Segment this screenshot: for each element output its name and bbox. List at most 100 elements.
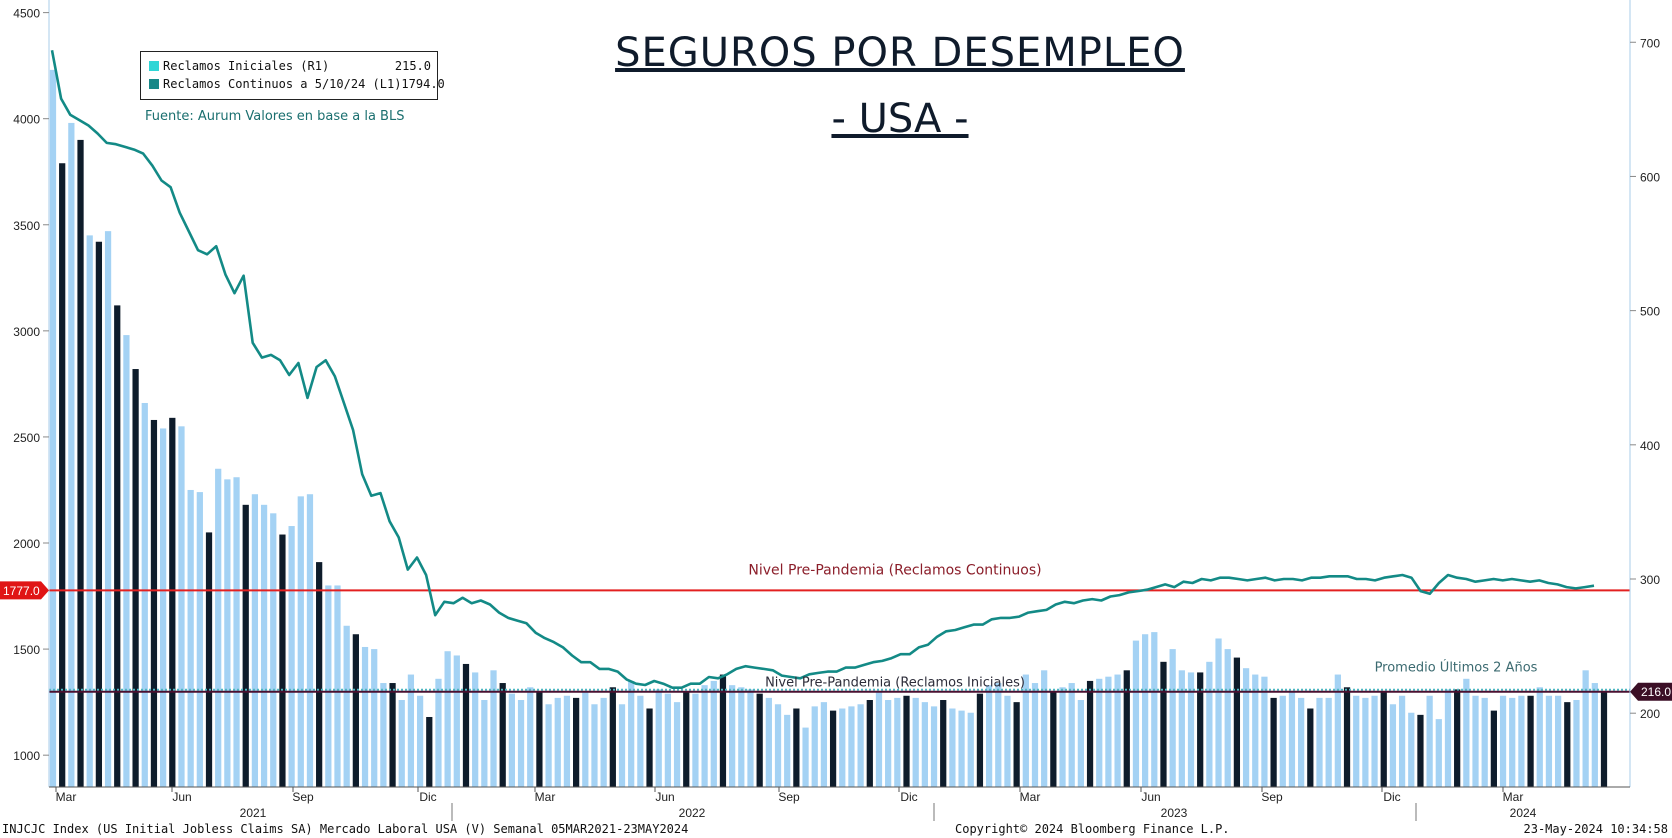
- bar-continuing-claims: [1086, 680, 1094, 787]
- label-prepandemic-continuing: Nivel Pre-Pandemia (Reclamos Continuos): [748, 562, 1041, 578]
- left-value-flag: 1777.0: [0, 581, 49, 600]
- bar-continuing-claims: [664, 693, 672, 787]
- bar-continuing-claims: [637, 695, 644, 787]
- bar-continuing-claims: [1472, 695, 1479, 787]
- bar-continuing-claims: [701, 685, 708, 787]
- bar-continuing-claims: [1233, 657, 1241, 787]
- bar-continuing-claims: [903, 695, 910, 787]
- x-month-label: Sep: [292, 790, 314, 804]
- bar-continuing-claims: [288, 526, 295, 787]
- bar-continuing-claims: [1031, 683, 1039, 787]
- bar-continuing-claims: [1518, 695, 1525, 787]
- bar-continuing-claims: [86, 235, 93, 787]
- bar-continuing-claims: [967, 712, 974, 787]
- bar-continuing-claims: [361, 646, 369, 787]
- label-prepandemic-initial: Nivel Pre-Pandemia (Reclamos Iniciales): [765, 676, 1025, 691]
- bar-continuing-claims: [215, 468, 222, 787]
- bar-continuing-claims: [416, 695, 424, 787]
- right-tick-label: 500: [1640, 305, 1660, 319]
- left-tick-label: 3500: [13, 219, 40, 233]
- bar-continuing-claims: [1362, 697, 1369, 787]
- bar-continuing-claims: [1499, 695, 1507, 787]
- initial-claims-line: [50, 50, 1595, 689]
- bar-continuing-claims: [820, 702, 828, 787]
- left-tick-label: 3000: [13, 325, 40, 339]
- bar-continuing-claims: [1114, 674, 1121, 787]
- bar-continuing-claims: [426, 716, 433, 787]
- source-note: Fuente: Aurum Valores en base a la BLS: [145, 109, 405, 124]
- right-tick-label: 200: [1640, 707, 1660, 721]
- chart-subtitle: - USA -: [831, 96, 969, 142]
- bar-continuing-claims: [618, 704, 626, 787]
- bar-continuing-claims: [912, 697, 919, 787]
- bar-continuing-claims: [114, 305, 121, 787]
- bar-continuing-claims: [1279, 695, 1286, 787]
- x-month-label: Mar: [535, 790, 556, 804]
- bar-continuing-claims: [802, 727, 809, 787]
- bar-continuing-claims: [1041, 670, 1048, 787]
- bar-continuing-claims: [59, 163, 66, 788]
- x-month-label: Jun: [655, 790, 674, 804]
- bar-continuing-claims: [224, 479, 231, 787]
- x-year-label: 2024: [1510, 806, 1537, 820]
- bar-continuing-claims: [481, 700, 488, 787]
- bar-continuing-claims: [811, 706, 818, 787]
- bar-continuing-claims: [582, 691, 589, 787]
- right-flag-value: 216.0: [1641, 685, 1671, 699]
- axes: 1000 1500 2000 2500 3000 3500 4000 4500 200 300 40…: [13, 0, 1660, 821]
- bar-continuing-claims: [104, 231, 112, 787]
- bar-continuing-claims: [141, 402, 148, 787]
- bar-continuing-claims: [710, 680, 717, 787]
- bar-continuing-claims: [747, 689, 754, 787]
- right-value-flag: 216.0: [1630, 682, 1672, 701]
- bar-continuing-claims: [857, 704, 864, 787]
- left-tick-label: 4000: [13, 113, 40, 127]
- bar-continuing-claims: [343, 625, 350, 787]
- bar-continuing-claims: [793, 708, 800, 787]
- bar-continuing-claims: [499, 683, 506, 787]
- left-tick-label: 1500: [13, 643, 40, 657]
- bar-continuing-claims: [738, 687, 745, 787]
- bar-continuing-claims: [1481, 697, 1488, 787]
- bar-continuing-claims: [573, 697, 580, 787]
- bar-continuing-claims: [1187, 672, 1195, 787]
- bar-continuing-claims: [1169, 649, 1176, 787]
- bar-continuing-claims: [462, 663, 470, 787]
- x-month-label: Jun: [1141, 790, 1160, 804]
- bar-continuing-claims: [995, 683, 1002, 787]
- x-month-label: Mar: [1020, 790, 1041, 804]
- bar-continuing-claims: [325, 585, 332, 787]
- bar-continuing-claims: [1380, 691, 1387, 787]
- bar-continuing-claims: [178, 426, 185, 787]
- bar-continuing-claims: [1022, 674, 1029, 787]
- chart-title: SEGUROS POR DESEMPLEO: [615, 30, 1185, 76]
- bar-continuing-claims: [1389, 704, 1397, 787]
- bar-continuing-claims: [1224, 649, 1231, 787]
- legend-swatch-continuing: [149, 79, 159, 89]
- bar-continuing-claims: [591, 704, 598, 787]
- bar-continuing-claims: [655, 689, 662, 787]
- bar-continuing-claims: [1123, 670, 1130, 787]
- bar-continuing-claims: [68, 122, 75, 788]
- bar-continuing-claims: [1316, 697, 1323, 787]
- bar-continuing-claims: [1582, 670, 1589, 787]
- x-month-label: Sep: [778, 790, 800, 804]
- bar-continuing-claims: [1142, 634, 1149, 787]
- bar-continuing-claims: [1591, 683, 1598, 787]
- bar-continuing-claims: [683, 691, 690, 787]
- legend: Reclamos Iniciales (R1) 215.0 Reclamos C…: [140, 51, 445, 100]
- bar-continuing-claims: [233, 477, 240, 787]
- bar-continuing-claims: [940, 700, 947, 787]
- bar-continuing-claims: [334, 585, 341, 787]
- bar-continuing-claims: [866, 700, 873, 787]
- bar-continuing-claims: [1307, 708, 1314, 787]
- x-month-label: Mar: [56, 790, 77, 804]
- bar-continuing-claims: [949, 708, 956, 787]
- chart-labels: Nivel Pre-Pandemia (Reclamos Continuos) N…: [0, 562, 1672, 701]
- right-tick-label: 400: [1640, 439, 1660, 453]
- bar-continuing-claims: [554, 697, 561, 787]
- bar-continuing-claims: [95, 241, 103, 788]
- right-tick-label: 700: [1640, 36, 1660, 50]
- bar-continuing-claims: [1288, 691, 1296, 787]
- bar-continuing-claims: [976, 693, 984, 787]
